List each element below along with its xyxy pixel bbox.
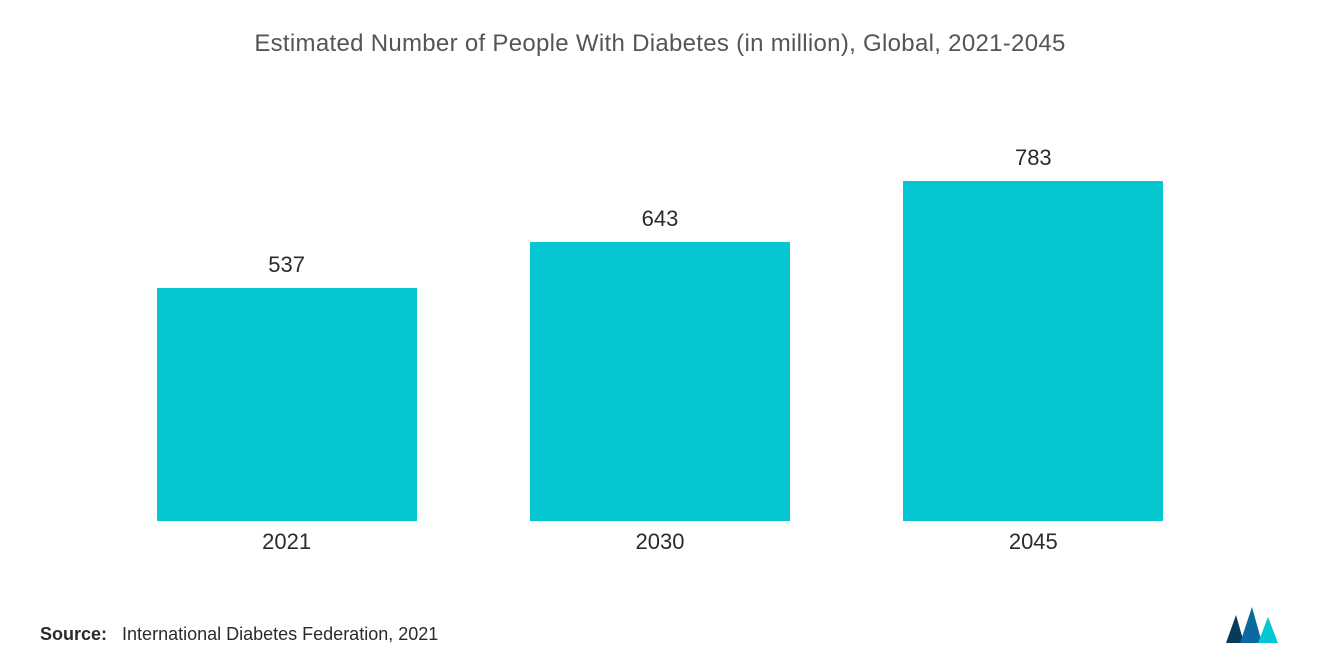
x-label-0: 2021 — [157, 529, 417, 555]
logo-bar-2 — [1240, 607, 1262, 643]
source-line: Source: International Diabetes Federatio… — [40, 624, 438, 645]
x-axis: 2021 2030 2045 — [40, 521, 1280, 555]
plot-area: 537 643 783 — [40, 68, 1280, 521]
bar-2 — [903, 181, 1163, 521]
footer: Source: International Diabetes Federatio… — [40, 555, 1280, 645]
bar-group-0: 537 — [157, 252, 417, 521]
bar-value-0: 537 — [268, 252, 305, 278]
chart-title: Estimated Number of People With Diabetes… — [40, 30, 1280, 58]
bar-value-2: 783 — [1015, 145, 1052, 171]
bar-1 — [530, 242, 790, 521]
logo-bar-1 — [1226, 615, 1244, 643]
bar-value-1: 643 — [642, 206, 679, 232]
logo-bar-3 — [1258, 617, 1278, 643]
mordor-logo-icon — [1224, 605, 1280, 645]
x-label-1: 2030 — [530, 529, 790, 555]
bar-0 — [157, 288, 417, 521]
bar-group-2: 783 — [903, 145, 1163, 521]
x-label-2: 2045 — [903, 529, 1163, 555]
source-label: Source: — [40, 624, 107, 644]
chart-container: Estimated Number of People With Diabetes… — [0, 0, 1320, 665]
bar-group-1: 643 — [530, 206, 790, 521]
source-text: International Diabetes Federation, 2021 — [122, 624, 438, 644]
